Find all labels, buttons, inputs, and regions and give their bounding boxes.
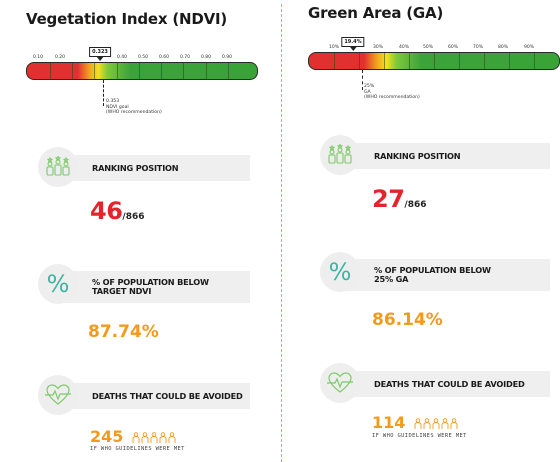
panel-title: Green Area (GA)	[308, 4, 444, 22]
people-ranking-icon	[320, 135, 360, 175]
goal-label: GA	[364, 89, 371, 95]
goal-line	[362, 70, 363, 90]
tick-label: 30%	[372, 45, 384, 50]
tick-label: 70%	[472, 45, 484, 50]
population-label: % OF POPULATION BELOW TARGET NDVI	[92, 277, 209, 296]
population-row: % OF POPULATION BELOW TARGET NDVI	[58, 271, 250, 303]
tick-label: 60%	[447, 45, 459, 50]
deaths-row: DEATHS THAT COULD BE AVOIDED	[58, 383, 250, 409]
ranking-total: /866	[404, 200, 427, 210]
deaths-note: IF WHO GUIDELINES WERE MET	[90, 446, 185, 452]
people-ranking-icon	[38, 147, 78, 187]
ga-gauge	[308, 52, 560, 70]
person-outline-icon	[414, 417, 458, 429]
tick-label: 80%	[497, 45, 509, 50]
ndvi-panel: Vegetation Index (NDVI) 0.10 0.20 0.40 0…	[0, 0, 270, 462]
tick-label: 0.40	[116, 55, 128, 60]
tick-label: 0.20	[54, 55, 66, 60]
tick-label: 0.10	[32, 55, 44, 60]
goal-note: 0.353 NDVI goal (WHO recommendation)	[106, 99, 162, 116]
goal-line	[103, 80, 104, 106]
deaths-row: DEATHS THAT COULD BE AVOIDED	[340, 371, 550, 397]
green-area-panel: Green Area (GA) 10% 30% 40% 50% 60% 70% …	[290, 0, 560, 462]
population-label: % OF POPULATION BELOW 25% GA	[374, 265, 491, 284]
ndvi-gauge	[26, 62, 258, 80]
deaths-value: 114	[372, 413, 458, 432]
deaths-label: DEATHS THAT COULD BE AVOIDED	[92, 390, 243, 401]
goal-note: 25% GA (WHO recommendation)	[364, 84, 420, 101]
goal-recommendation: (WHO recommendation)	[364, 95, 420, 101]
goal-value: 0.353	[106, 99, 120, 104]
goal-recommendation: (WHO recommendation)	[106, 110, 162, 116]
person-outline-icon	[132, 431, 176, 443]
tick-label: 50%	[422, 45, 434, 50]
tick-label: 0.50	[137, 55, 149, 60]
tick-label: 0.70	[179, 55, 191, 60]
percent-icon: %	[320, 252, 360, 292]
tick-label: 40%	[398, 45, 410, 50]
heart-pulse-icon	[38, 375, 78, 415]
ranking-value: 46/866	[90, 197, 145, 225]
ranking-value: 27/866	[372, 185, 427, 213]
panel-divider	[281, 4, 282, 462]
gauge-marker: 19.4%	[341, 37, 365, 51]
goal-label: NDVI goal	[106, 104, 129, 110]
heart-pulse-icon	[320, 363, 360, 403]
ranking-row: RANKING POSITION	[340, 143, 550, 169]
deaths-label: DEATHS THAT COULD BE AVOIDED	[374, 378, 525, 389]
population-value: 86.14%	[372, 310, 443, 330]
ranking-row: RANKING POSITION	[58, 155, 250, 181]
deaths-value: 245	[90, 427, 176, 446]
ranking-total: /866	[122, 212, 145, 222]
tick-label: 10%	[328, 45, 340, 50]
ranking-label: RANKING POSITION	[92, 162, 179, 173]
ranking-label: RANKING POSITION	[374, 150, 461, 161]
tick-label: 0.60	[158, 55, 170, 60]
tick-label: 0.80	[200, 55, 212, 60]
panel-title: Vegetation Index (NDVI)	[26, 10, 228, 28]
population-row: % OF POPULATION BELOW 25% GA	[340, 259, 550, 291]
tick-label: 90%	[523, 45, 535, 50]
gauge-marker: 0.323	[89, 47, 111, 61]
goal-value: 25%	[364, 84, 375, 89]
population-value: 87.74%	[88, 322, 159, 342]
percent-icon: %	[38, 264, 78, 304]
deaths-note: IF WHO GUIDELINES WERE MET	[372, 433, 467, 439]
tick-label: 0.90	[221, 55, 233, 60]
